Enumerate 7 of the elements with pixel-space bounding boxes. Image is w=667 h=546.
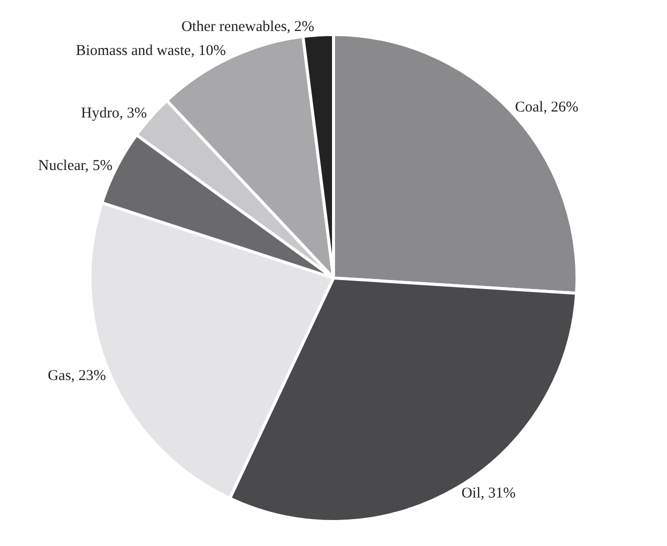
- slice-label: Gas, 23%: [48, 368, 106, 384]
- slice-label: Coal, 26%: [515, 100, 578, 116]
- slice-label: Nuclear, 5%: [38, 158, 113, 174]
- slice-label: Biomass and waste, 10%: [76, 43, 226, 60]
- slice-label: Hydro, 3%: [81, 105, 147, 122]
- slice-label: Oil, 31%: [461, 486, 516, 502]
- slice-label: Other renewables, 2%: [181, 19, 314, 36]
